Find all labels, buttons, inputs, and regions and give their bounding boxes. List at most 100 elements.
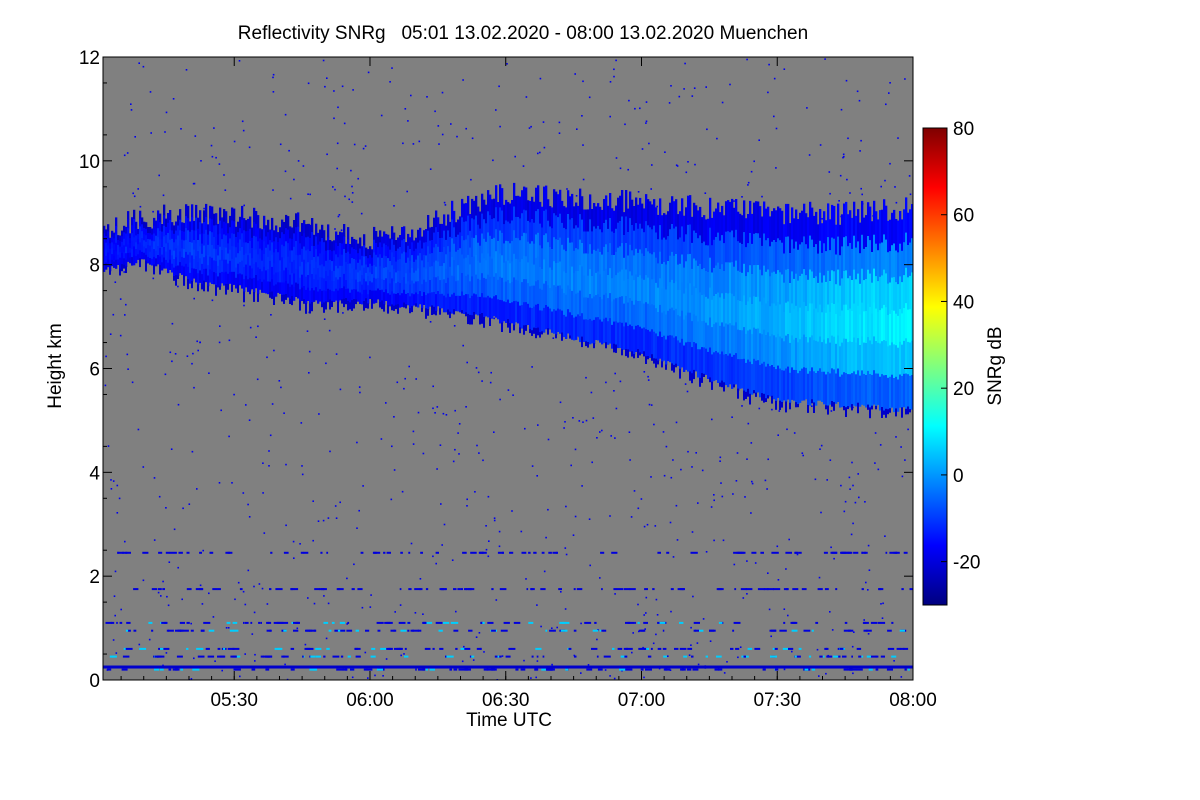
cloud-pixel — [767, 238, 770, 270]
cloud-pixel — [587, 231, 590, 255]
cloud-pixel — [655, 232, 658, 259]
low-level-echo — [586, 668, 593, 671]
cloud-pixel — [441, 251, 444, 267]
cloud-pixel — [841, 310, 844, 344]
cloud-pixel — [597, 225, 600, 250]
cloud-pixel — [155, 258, 158, 267]
cloud-pixel — [363, 256, 366, 268]
cloud-pixel — [603, 318, 606, 344]
low-level-echo — [904, 668, 907, 671]
cloud-pixel — [637, 252, 640, 278]
noise-pixel — [493, 431, 495, 433]
cloud-pixel — [207, 255, 210, 266]
cloud-pixel — [787, 269, 790, 302]
low-level-echo — [293, 629, 299, 632]
low-level-echo — [314, 588, 321, 591]
cloud-pixel — [843, 271, 846, 306]
cloud-pixel — [171, 263, 174, 273]
cloud-pixel — [849, 374, 852, 408]
cloud-pixel — [527, 283, 530, 305]
cloud-pixel — [293, 260, 296, 275]
cloud-pixel — [327, 237, 330, 251]
cloud-fringe — [481, 313, 483, 324]
cloud-pixel — [437, 291, 440, 307]
cloud-pixel — [109, 265, 112, 272]
low-level-echo — [903, 551, 908, 554]
cloud-pixel — [487, 190, 490, 212]
noise-pixel — [854, 501, 857, 504]
noise-pixel — [818, 675, 820, 677]
cloud-fringe — [613, 343, 615, 353]
cloud-pixel — [337, 246, 340, 258]
noise-pixel — [746, 560, 748, 562]
cloud-pixel — [187, 266, 190, 280]
cloud-pixel — [567, 237, 570, 263]
cloud-pixel — [849, 308, 852, 342]
low-level-echo — [638, 647, 646, 650]
cloud-fringe — [207, 285, 209, 292]
noise-pixel — [643, 676, 645, 679]
cloud-pixel — [387, 281, 390, 294]
cloud-pixel — [907, 245, 910, 278]
cloud-pixel — [323, 242, 326, 255]
cloud-pixel — [211, 219, 214, 233]
cloud-pixel — [549, 206, 552, 228]
cloud-pixel — [673, 201, 676, 229]
noise-pixel — [900, 676, 903, 678]
noise-pixel — [690, 626, 692, 629]
cloud-pixel — [665, 239, 668, 266]
low-level-echo — [856, 647, 862, 650]
low-level-echo — [164, 621, 168, 624]
noise-pixel — [465, 127, 467, 130]
cloud-pixel — [823, 211, 826, 244]
cloud-pixel — [227, 263, 230, 275]
low-level-echo — [757, 588, 766, 591]
cloud-pixel — [515, 279, 518, 302]
low-level-echo — [794, 551, 799, 554]
low-level-echo — [875, 655, 879, 658]
cloud-pixel — [541, 206, 544, 228]
cloud-pixel — [533, 285, 536, 308]
cloud-fringe — [191, 280, 193, 289]
cloud-fringe — [367, 303, 369, 309]
cloud-pixel — [911, 238, 913, 273]
low-level-echo — [877, 621, 886, 624]
noise-pixel — [645, 612, 647, 614]
noise-pixel — [839, 174, 842, 177]
cloud-pixel — [615, 321, 618, 346]
cloud-pixel — [637, 276, 640, 302]
cloud-pixel — [813, 278, 816, 310]
cloud-pixel — [193, 249, 196, 260]
cloud-pixel — [877, 311, 880, 344]
cloud-pixel — [407, 245, 410, 259]
cloud-pixel — [447, 246, 450, 263]
noise-pixel — [860, 187, 862, 190]
cloud-pixel — [171, 255, 174, 265]
cloud-pixel — [399, 271, 402, 284]
cloud-pixel — [845, 304, 848, 340]
cloud-pixel — [669, 308, 672, 336]
cloud-pixel — [527, 241, 530, 263]
cloud-pixel — [289, 286, 292, 300]
cloud-pixel — [759, 365, 762, 398]
cloud-pixel — [137, 254, 140, 260]
cloud-pixel — [661, 263, 664, 289]
cloud-fringe — [299, 300, 301, 311]
cloud-pixel — [613, 321, 616, 345]
cloud-pixel — [131, 217, 134, 226]
noise-pixel — [165, 111, 168, 114]
cloud-pixel — [843, 338, 846, 373]
cloud-pixel — [889, 219, 892, 252]
noise-pixel — [475, 636, 478, 638]
cloud-pixel — [437, 276, 440, 292]
low-level-echo — [355, 655, 361, 658]
cloud-pixel — [135, 221, 138, 230]
cloud-pixel — [459, 280, 462, 297]
cloud-pixel — [815, 211, 818, 245]
cloud-fringe — [781, 402, 783, 408]
cloud-pixel — [351, 236, 354, 248]
cloud-pixel — [403, 289, 406, 303]
noise-pixel — [655, 598, 658, 601]
cloud-pixel — [619, 322, 622, 348]
noise-pixel — [113, 595, 116, 597]
